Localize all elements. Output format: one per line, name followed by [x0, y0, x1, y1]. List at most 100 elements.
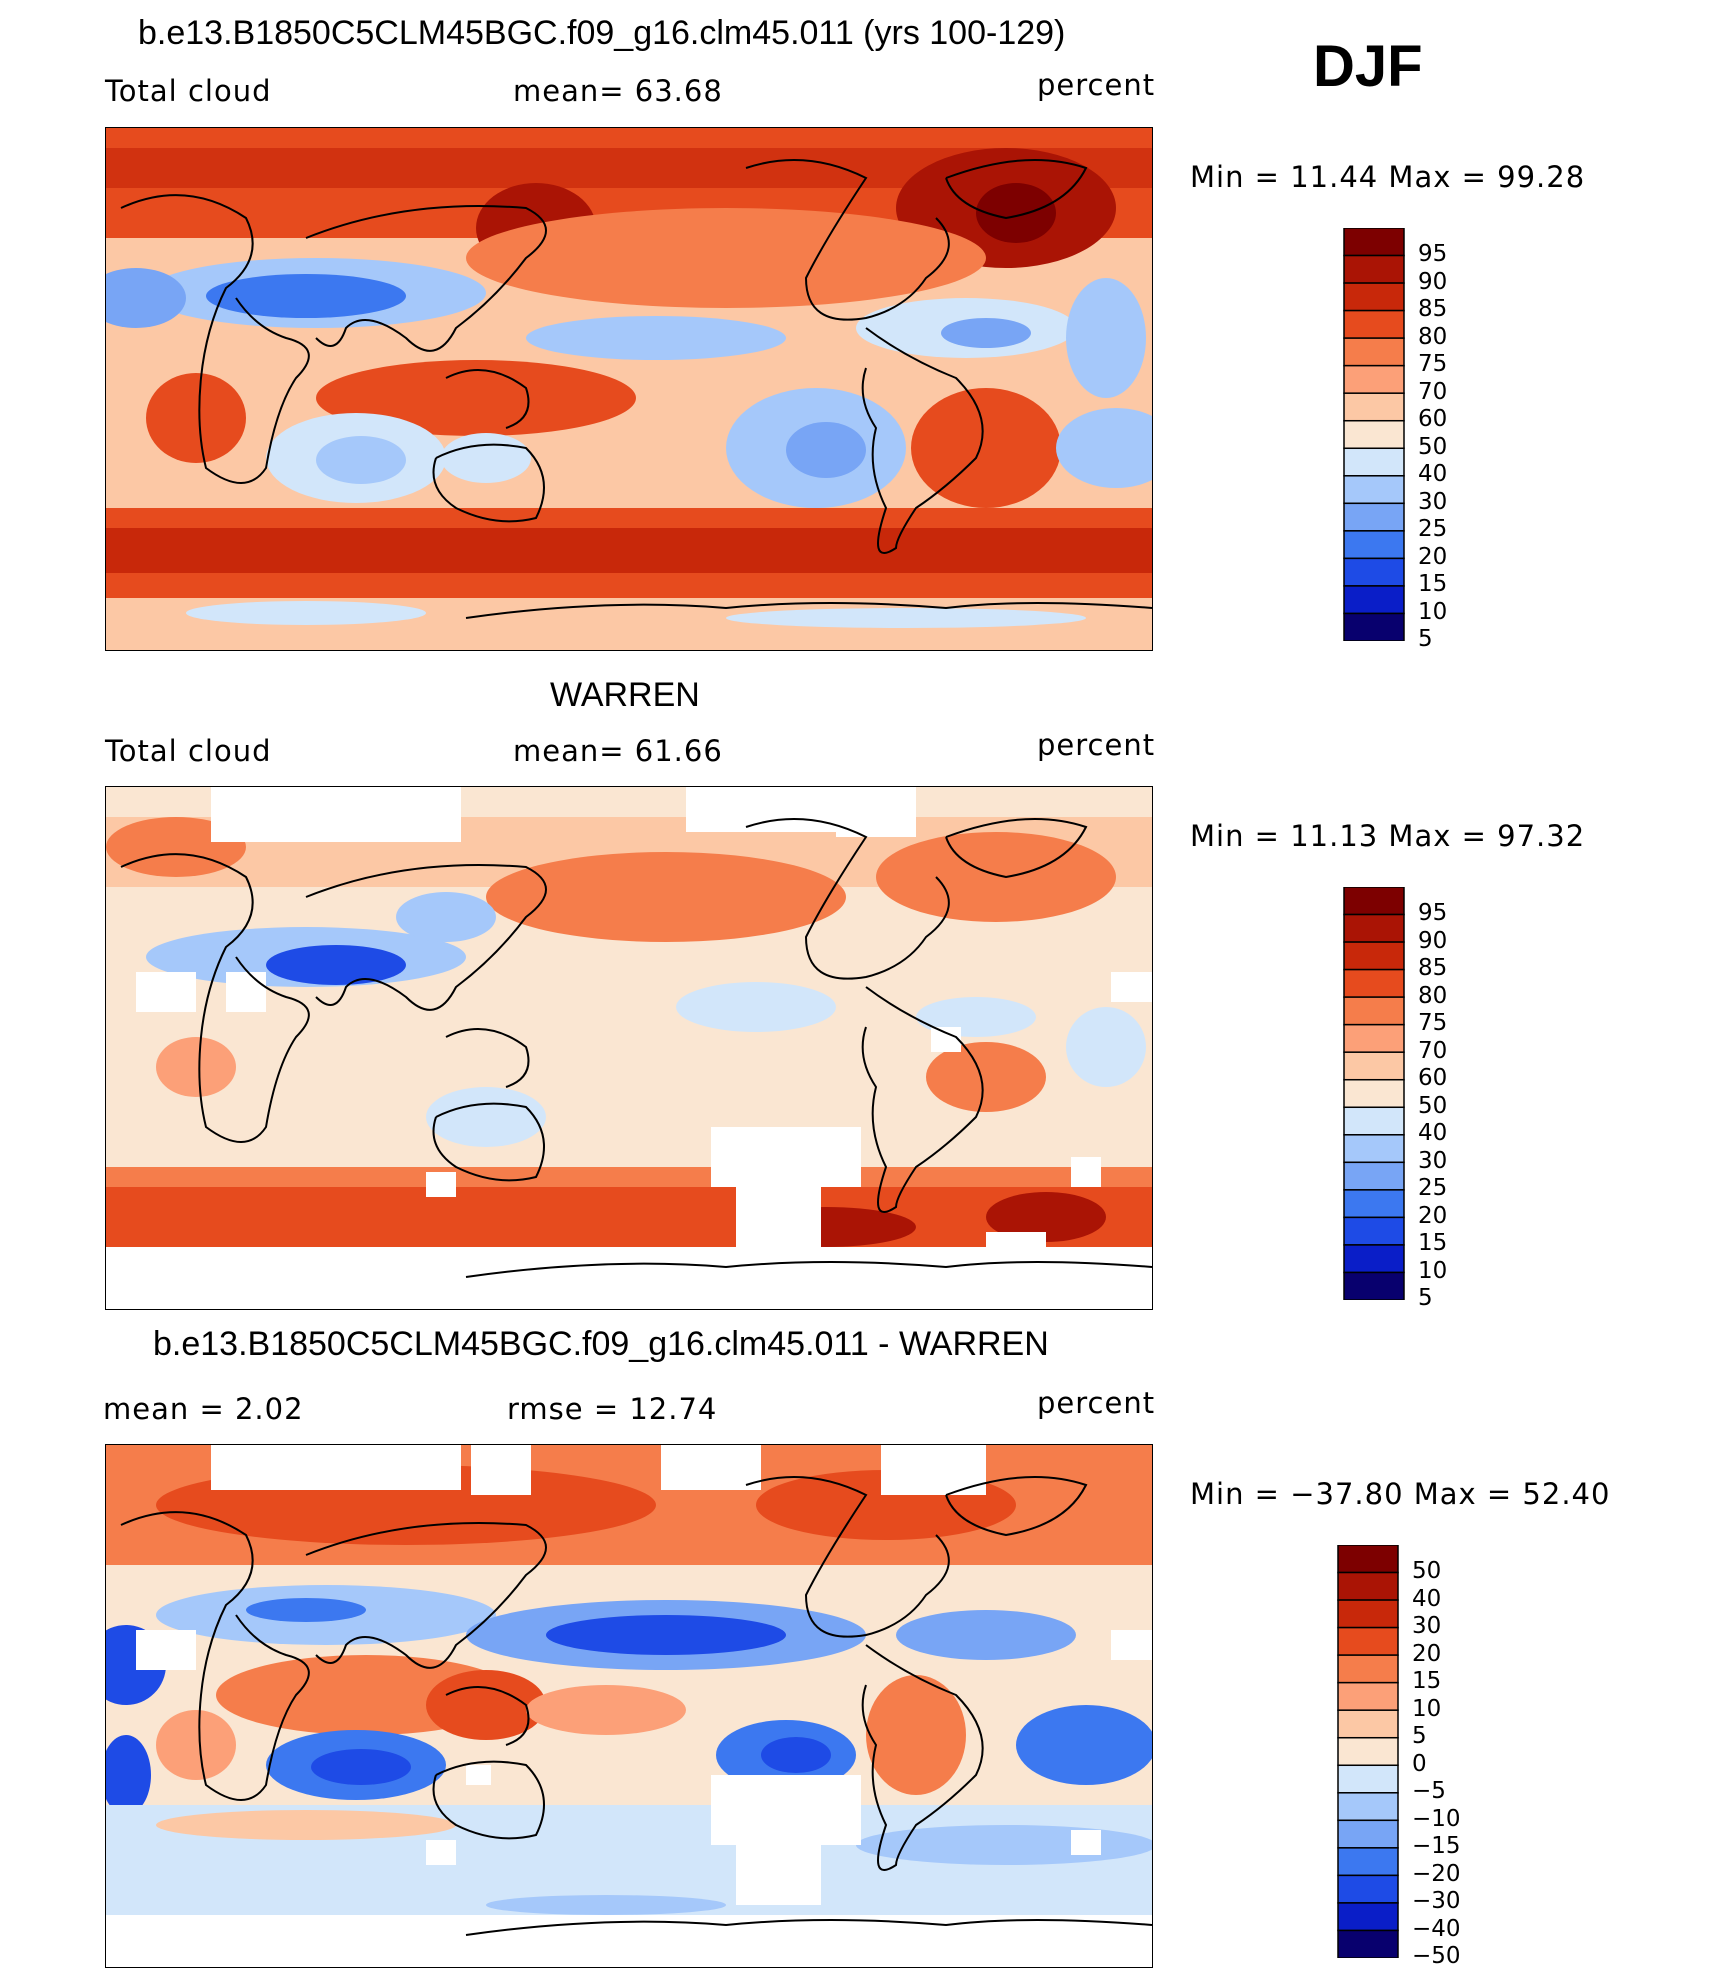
colorbar-swatch	[1337, 1902, 1399, 1932]
panel3-rmse: rmse = 12.74	[507, 1392, 718, 1426]
colorbar-tick-label: 70	[1418, 1037, 1448, 1064]
panel2-mean: mean= 61.66	[513, 734, 723, 768]
colorbar-tick-label: 70	[1418, 378, 1448, 405]
colorbar-tick-label: 50	[1418, 433, 1448, 460]
colorbar-tick-label: 5	[1412, 1723, 1427, 1750]
colorbar-tick-label: −10	[1412, 1805, 1461, 1832]
colorbar-tick-label: 75	[1418, 1010, 1448, 1037]
panel2-colorbar-swatches	[1343, 886, 1405, 1301]
panel1-minmax: Min = 11.44 Max = 99.28	[1190, 160, 1586, 194]
colorbar-swatch	[1343, 886, 1405, 916]
colorbar-tick-label: 25	[1418, 1175, 1448, 1202]
colorbar-swatch	[1343, 1078, 1405, 1109]
colorbar-tick-label: −20	[1412, 1860, 1461, 1887]
colorbar-swatch	[1343, 941, 1405, 971]
colorbar-tick-label: 20	[1412, 1640, 1442, 1667]
colorbar-swatch	[1343, 557, 1405, 587]
colorbar-tick-label: −50	[1412, 1943, 1461, 1969]
colorbar-swatch	[1343, 254, 1405, 284]
season-label: DJF	[1313, 34, 1423, 99]
colorbar-swatch	[1343, 968, 1405, 998]
colorbar-tick-label: 40	[1418, 461, 1448, 488]
colorbar-swatch	[1337, 1626, 1399, 1656]
colorbar-tick-label: 25	[1418, 516, 1448, 543]
panel1-units: percent	[1037, 68, 1156, 102]
panel1-colorbar-swatches	[1343, 227, 1405, 642]
colorbar-swatch	[1343, 1023, 1405, 1053]
panel3-minmax: Min = −37.80 Max = 52.40	[1190, 1477, 1611, 1511]
colorbar-swatch	[1343, 227, 1405, 257]
colorbar-swatch	[1343, 585, 1405, 615]
colorbar-tick-label: 60	[1418, 1065, 1448, 1092]
colorbar-swatch	[1337, 1654, 1399, 1684]
colorbar-tick-label: 20	[1418, 1202, 1448, 1229]
colorbar-tick-label: 0	[1412, 1750, 1427, 1777]
panel1-title: b.e13.B1850C5CLM45BGC.f09_g16.clm45.011 …	[138, 14, 1066, 52]
panel3-mean: mean = 2.02	[103, 1392, 304, 1426]
colorbar-tick-label: 40	[1418, 1120, 1448, 1147]
colorbar-swatch	[1337, 1709, 1399, 1739]
panel1-map	[105, 127, 1153, 651]
panel3-units: percent	[1037, 1386, 1156, 1420]
panel2-left-label: Total cloud	[105, 734, 272, 768]
colorbar-tick-label: 80	[1418, 982, 1448, 1009]
colorbar-swatch	[1337, 1874, 1399, 1904]
colorbar-swatch	[1343, 1106, 1405, 1136]
colorbar-tick-label: 95	[1418, 900, 1448, 926]
panel1-colorbar	[1343, 227, 1405, 646]
panel3-title: b.e13.B1850C5CLM45BGC.f09_g16.clm45.011 …	[153, 1325, 1049, 1363]
colorbar-swatch	[1343, 1134, 1405, 1164]
panel2-colorbar	[1343, 886, 1405, 1305]
colorbar-swatch	[1343, 337, 1405, 367]
colorbar-tick-label: 50	[1412, 1558, 1442, 1584]
colorbar-tick-label: −15	[1412, 1833, 1461, 1860]
panel3-colorbar	[1337, 1544, 1399, 1963]
colorbar-tick-label: 15	[1418, 1230, 1448, 1257]
colorbar-swatch	[1343, 1161, 1405, 1191]
colorbar-tick-label: 15	[1418, 571, 1448, 598]
colorbar-tick-label: 10	[1418, 598, 1448, 625]
panel2-title: WARREN	[550, 676, 700, 714]
colorbar-tick-label: 40	[1412, 1585, 1442, 1612]
colorbar-swatch	[1343, 996, 1405, 1026]
colorbar-swatch	[1337, 1764, 1399, 1794]
colorbar-tick-label: 90	[1418, 268, 1448, 295]
colorbar-tick-label: 95	[1418, 241, 1448, 267]
panel3-map	[105, 1444, 1153, 1968]
colorbar-swatch	[1343, 502, 1405, 532]
colorbar-swatch	[1343, 282, 1405, 312]
colorbar-tick-label: 85	[1418, 955, 1448, 982]
colorbar-swatch	[1343, 1216, 1405, 1246]
colorbar-swatch	[1343, 1244, 1405, 1274]
colorbar-swatch	[1337, 1929, 1399, 1959]
colorbar-tick-label: −5	[1412, 1778, 1446, 1805]
colorbar-swatch	[1337, 1571, 1399, 1601]
colorbar-tick-label: 75	[1418, 351, 1448, 378]
colorbar-tick-label: 30	[1418, 1147, 1448, 1174]
colorbar-swatch	[1337, 1847, 1399, 1877]
colorbar-tick-label: 20	[1418, 543, 1448, 570]
panel2-minmax: Min = 11.13 Max = 97.32	[1190, 819, 1586, 853]
colorbar-swatch	[1343, 419, 1405, 450]
colorbar-tick-label: 5	[1418, 1285, 1433, 1312]
panel2-map	[105, 786, 1153, 1310]
colorbar-tick-label: 10	[1418, 1257, 1448, 1284]
colorbar-tick-label: 80	[1418, 323, 1448, 350]
colorbar-tick-label: 30	[1418, 488, 1448, 515]
colorbar-swatch	[1337, 1544, 1399, 1574]
panel3-colorbar-swatches	[1337, 1544, 1399, 1959]
colorbar-swatch	[1337, 1736, 1399, 1767]
colorbar-tick-label: 50	[1418, 1092, 1448, 1119]
panel1-mean: mean= 63.68	[513, 74, 723, 108]
colorbar-swatch	[1343, 1189, 1405, 1219]
panel1-left-label: Total cloud	[105, 74, 272, 108]
colorbar-swatch	[1343, 309, 1405, 339]
colorbar-swatch	[1343, 475, 1405, 505]
colorbar-swatch	[1337, 1819, 1399, 1849]
colorbar-tick-label: 90	[1418, 927, 1448, 954]
colorbar-swatch	[1343, 392, 1405, 422]
colorbar-swatch	[1337, 1599, 1399, 1629]
colorbar-swatch	[1343, 1271, 1405, 1301]
colorbar-tick-label: −30	[1412, 1888, 1461, 1915]
colorbar-swatch	[1343, 913, 1405, 943]
